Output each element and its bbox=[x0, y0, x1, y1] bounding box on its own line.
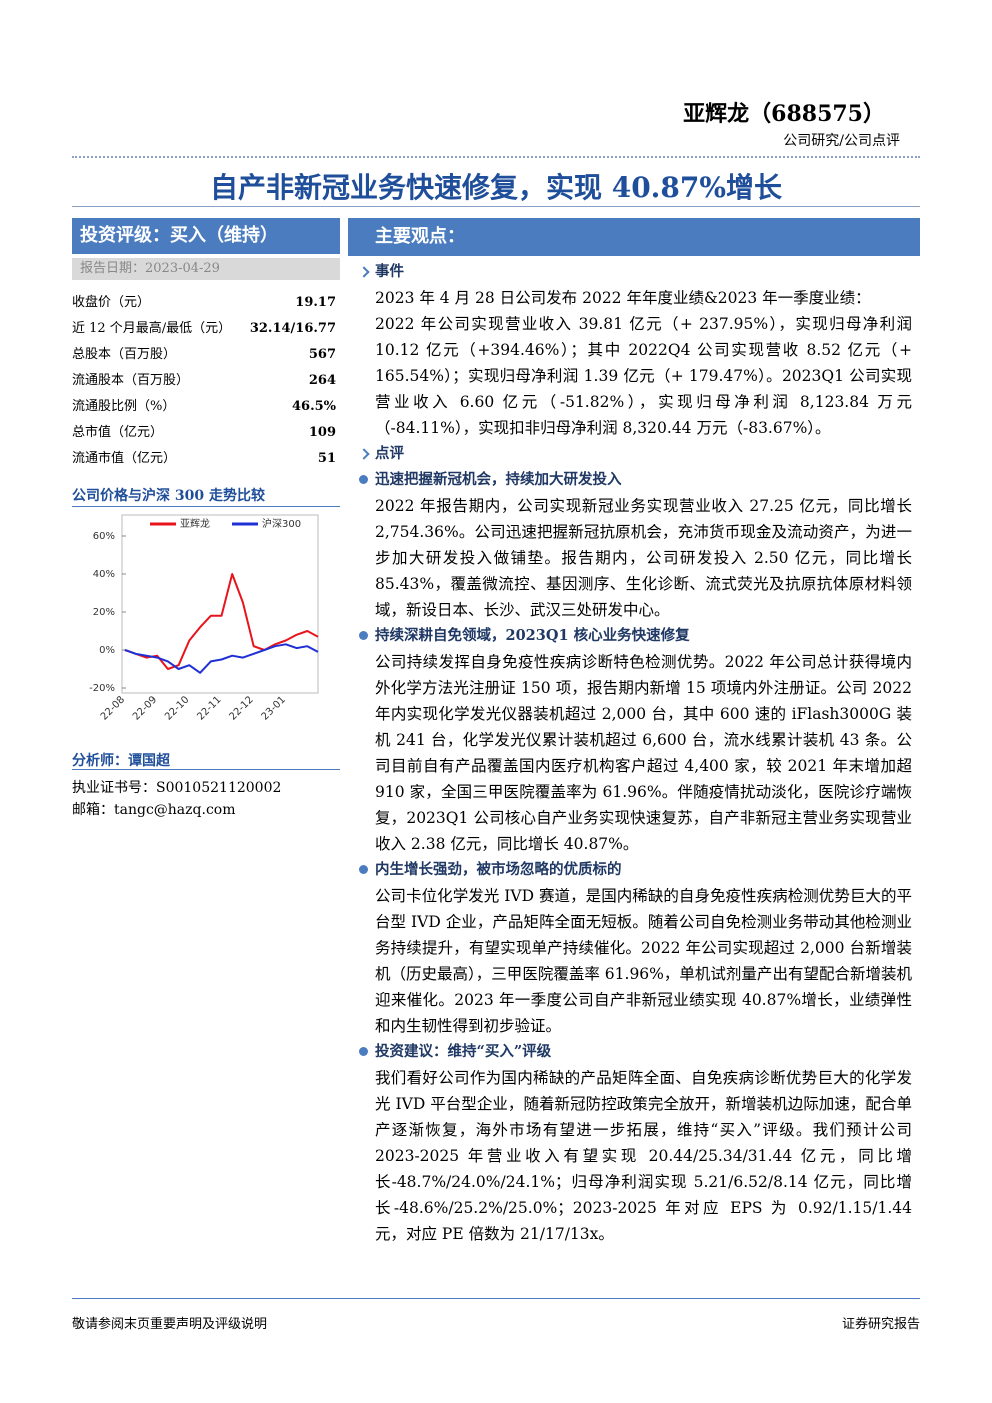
point-heading: 内生增长强劲，被市场忽略的优质标的 bbox=[359, 857, 912, 883]
y-tick-label: 40% bbox=[93, 569, 115, 580]
point-heading: 持续深耕自免领域，2023Q1 核心业务快速修复 bbox=[359, 623, 912, 649]
metric-value: 264 bbox=[308, 373, 336, 388]
x-tick-label: 22-12 bbox=[227, 694, 255, 722]
report-date: 报告日期：2023-04-29 bbox=[72, 258, 340, 280]
point-heading: 投资建议：维持“买入”评级 bbox=[359, 1039, 912, 1065]
footer-right: 证券研究报告 bbox=[841, 1317, 920, 1332]
metric-label: 流通市值（亿元） bbox=[72, 451, 177, 466]
x-tick-label: 22-08 bbox=[99, 694, 127, 722]
paragraph: 2023 年 4 月 28 日公司发布 2022 年年度业绩&2023 年一季度… bbox=[375, 289, 871, 307]
metric-label: 流通股比例（%） bbox=[72, 399, 176, 414]
header-rule bbox=[72, 156, 920, 158]
metric-row: 流通股本（百万股） 264 bbox=[72, 370, 336, 392]
metric-row: 总股本（百万股） 567 bbox=[72, 344, 336, 366]
paragraph: 公司卡位化学发光 IVD 赛道，是国内稀缺的自身免疫性疾病检测优势巨大的平台型 … bbox=[375, 887, 912, 1035]
paragraph: 2022 年报告期内，公司实现新冠业务实现营业收入 27.25 亿元，同比增长 … bbox=[375, 497, 912, 619]
chart-title-rule bbox=[72, 506, 340, 507]
y-tick-label: -20% bbox=[89, 683, 115, 694]
metric-label: 总市值（亿元） bbox=[72, 425, 164, 440]
chart: -20% 0% 20% 40% 60% 22-08 22-09 22-10 22-11 22-12… bbox=[89, 514, 319, 723]
paragraph: 2022 年公司实现营业收入 39.81 亿元（+ 237.95%），实现归母净… bbox=[375, 315, 912, 437]
footer-rule bbox=[72, 1298, 920, 1299]
metric-label: 总股本（百万股） bbox=[72, 347, 177, 362]
metric-value: 567 bbox=[308, 347, 336, 362]
metric-label: 近 12 个月最高/最低（元） bbox=[72, 321, 232, 336]
analyst-name: 分析师：谭国超 bbox=[72, 753, 170, 769]
paragraph: 公司持续发挥自身免疫性疾病诊断特色检测优势。2022 年公司总计获得境内外化学方… bbox=[375, 653, 912, 853]
metric-row: 收盘价（元） 19.17 bbox=[72, 292, 336, 314]
y-tick-label: 60% bbox=[93, 531, 115, 542]
x-tick-label: 23-01 bbox=[260, 694, 288, 722]
series-line bbox=[124, 643, 319, 674]
main-heading-bar: 主要观点： bbox=[348, 218, 920, 256]
metric-value: 32.14/16.77 bbox=[249, 321, 336, 336]
main-heading: 主要观点： bbox=[375, 226, 465, 247]
section-heading: 点评 bbox=[375, 441, 912, 467]
report-title: 自产非新冠业务快速修复，实现 40.87%增长 bbox=[209, 171, 783, 204]
metric-value: 19.17 bbox=[295, 295, 336, 310]
x-tick-label: 22-10 bbox=[163, 694, 191, 722]
chart-title: 公司价格与沪深 300 走势比较 bbox=[72, 488, 265, 504]
point-heading: 迅速把握新冠机会，持续加大研发投入 bbox=[359, 467, 912, 493]
metric-label: 流通股本（百万股） bbox=[72, 373, 190, 388]
x-tick-label: 22-09 bbox=[131, 694, 159, 722]
metric-value: 51 bbox=[317, 451, 336, 466]
rating: 投资评级：买入（维持） bbox=[72, 218, 340, 254]
report-category: 公司研究/公司点评 bbox=[783, 133, 900, 149]
metric-row: 总市值（亿元） 109 bbox=[72, 422, 336, 444]
metric-value: 109 bbox=[308, 425, 336, 440]
metric-row: 流通股比例（%） 46.5% bbox=[72, 396, 336, 418]
y-tick-label: 0% bbox=[99, 645, 115, 656]
company-name: 亚辉龙（688575） bbox=[683, 101, 885, 127]
metric-row: 流通市值（亿元） 51 bbox=[72, 448, 336, 470]
plot-frame bbox=[121, 514, 319, 694]
legend-label: 亚辉龙 bbox=[180, 517, 210, 530]
analyst-email: 邮箱：tangc@hazq.com bbox=[72, 802, 236, 818]
metric-label: 收盘价（元） bbox=[72, 295, 151, 310]
metric-row: 近 12 个月最高/最低（元） 32.14/16.77 bbox=[72, 318, 336, 340]
legend-label: 沪深300 bbox=[262, 517, 301, 530]
main-column: 事件 2023 年 4 月 28 日公司发布 2022 年年度业绩&2023 年… bbox=[359, 259, 912, 1247]
metric-value: 46.5% bbox=[291, 399, 336, 414]
x-tick-label: 22-11 bbox=[195, 694, 223, 722]
section-heading: 事件 bbox=[375, 259, 912, 285]
paragraph: 我们看好公司作为国内稀缺的产品矩阵全面、自免疾病诊断优势巨大的化学发光 IVD … bbox=[375, 1069, 912, 1243]
analyst-license: 执业证书号：S0010521120002 bbox=[72, 780, 282, 796]
analyst-rule bbox=[72, 769, 340, 770]
title-rule bbox=[72, 206, 920, 207]
series-line bbox=[124, 573, 319, 670]
footer-left: 敬请参阅末页重要声明及评级说明 bbox=[72, 1317, 268, 1332]
y-tick-label: 20% bbox=[93, 607, 115, 618]
